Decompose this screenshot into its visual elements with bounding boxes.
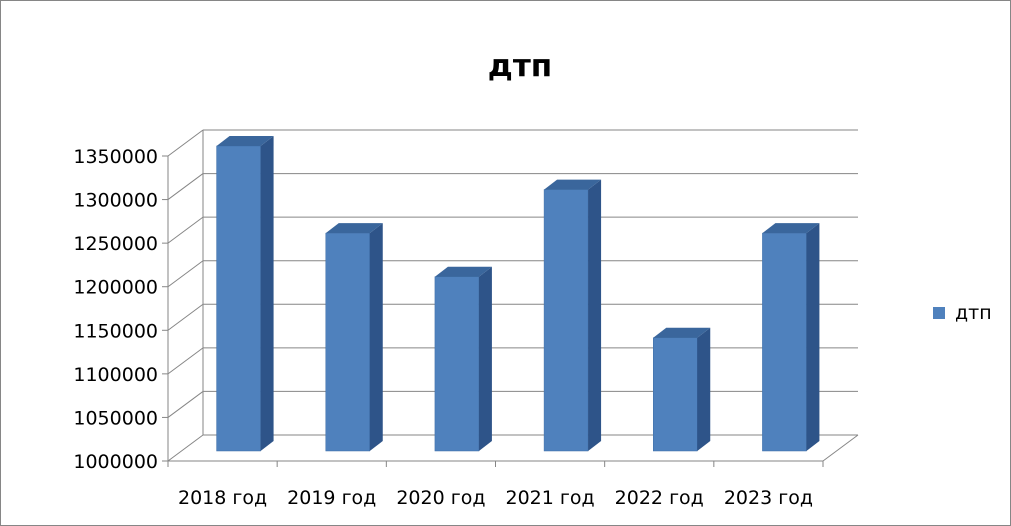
bar [543,179,602,452]
side-wall-gridline [167,260,204,288]
side-wall-gridline [167,129,204,157]
bar [434,266,492,452]
y-tick-label: 1150000 [73,320,158,342]
bar-side [697,327,711,451]
bar-side [369,223,383,451]
grid-layer [167,129,859,462]
bar [325,223,383,452]
x-tick-label: 2021 год [506,487,595,509]
legend: дтп [933,302,992,324]
y-tick-labels: 1000000 1050000 1100000 1150000 1200000 12500… [73,146,158,473]
bar-top [544,179,602,190]
y-tick-label: 1250000 [73,233,158,255]
y-tick-label: 1100000 [73,364,158,386]
bar-front [434,276,480,452]
x-tick-label: 2020 год [396,487,485,509]
bar-front [216,145,261,452]
bar [653,327,711,452]
side-wall-gridline [167,391,204,418]
x-tick-label: 2019 год [287,487,376,509]
bar-side [260,136,274,451]
side-wall-gridline [167,216,204,244]
legend-label: дтп [955,302,992,324]
side-wall-gridline [167,347,204,375]
bar-top [216,136,274,146]
x-tick-labels: 2018 год 2019 год 2020 год 2021 год 2022 год… [178,487,813,509]
bar-front [762,232,807,452]
y-tick-label: 1200000 [73,277,158,299]
y-tick-label: 1350000 [73,146,158,168]
x-tick-label: 2022 год [615,487,704,509]
chart-title: дтп [488,48,552,84]
side-wall-gridline [167,434,204,462]
y-tick-label: 1000000 [73,451,158,473]
y-tick-label: 1300000 [73,190,158,212]
bar-front [653,337,698,452]
bar-top [762,223,820,234]
bar [762,223,820,452]
legend-swatch [933,307,945,319]
bar-side [588,179,602,452]
bar-top [325,223,383,234]
bar-top [434,266,492,277]
side-wall-gridline [167,173,204,200]
bar-side [806,223,820,451]
bar-side [478,266,492,451]
bar-front [543,189,589,452]
bar [216,136,274,452]
bars-layer [216,136,820,452]
side-wall-gridline [167,303,204,331]
x-tick-label: 2023 год [724,487,813,509]
x-tick-label: 2018 год [178,487,267,509]
axis-layer [162,155,824,467]
y-tick-label: 1050000 [73,407,158,429]
bar-front [325,232,370,452]
bar-top [653,327,711,338]
floor-right-edge [822,434,859,462]
